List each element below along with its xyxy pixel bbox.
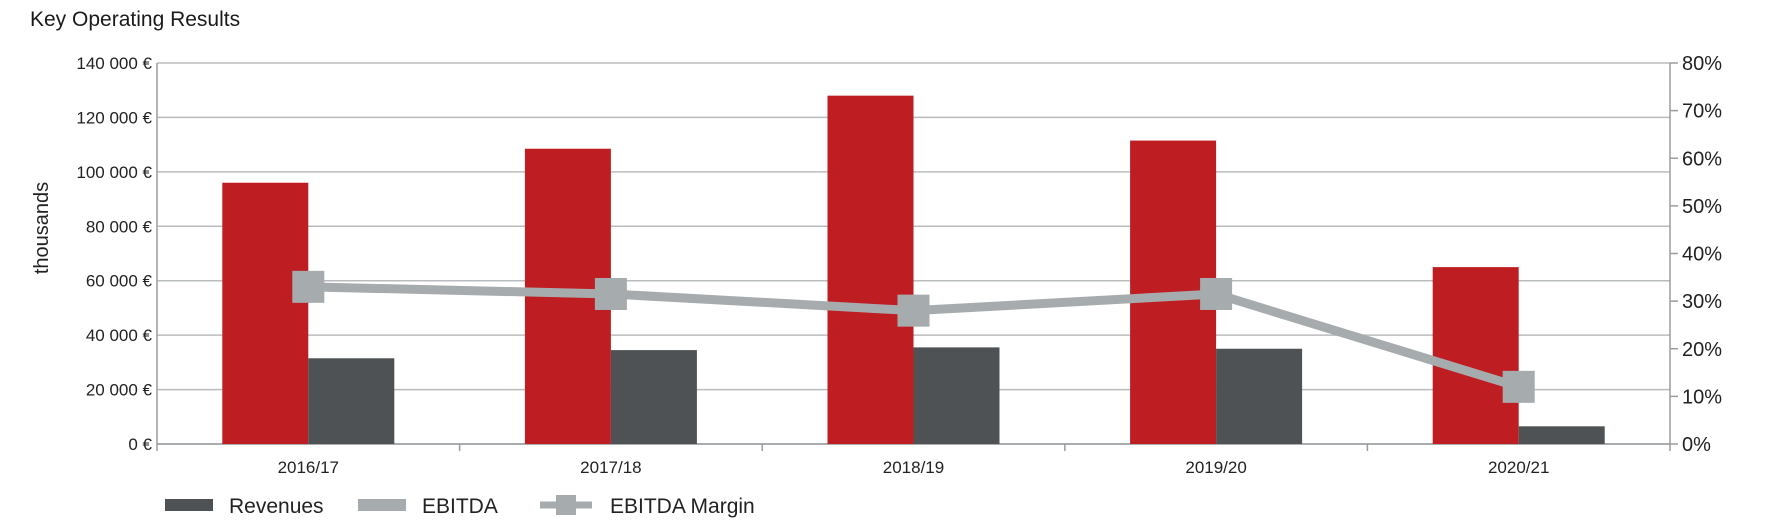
- y2-tick-label: 70%: [1682, 101, 1722, 123]
- legend-label: EBITDA Margin: [610, 495, 755, 518]
- y2-tick-label: 40%: [1682, 244, 1722, 266]
- bar-ebitda: [913, 347, 1000, 444]
- bar-series: [222, 95, 1605, 445]
- chart-title: Key Operating Results: [30, 8, 241, 31]
- y2-tick-label: 20%: [1682, 339, 1722, 361]
- x-tick-label: 2018/19: [883, 458, 944, 477]
- y2-tick-label: 60%: [1682, 148, 1722, 170]
- x-tick-label: 2019/20: [1185, 458, 1246, 477]
- x-axis-labels: 2016/17 2017/18 2018/19 2019/20 2020/21: [278, 458, 1550, 477]
- y2-axis-labels: 0% 10% 20% 30% 40% 50% 60% 70% 80%: [1682, 53, 1722, 456]
- y2-tick-label: 50%: [1682, 196, 1722, 218]
- y2-tick-label: 0%: [1682, 434, 1711, 456]
- legend-label: EBITDA: [422, 495, 498, 518]
- legend-swatch: [165, 499, 213, 511]
- y-axis-labels: 0 € 20 000 € 40 000 € 60 000 € 80 000 € 100 0…: [76, 54, 152, 454]
- bar-revenues: [222, 182, 309, 444]
- y-tick-label: 40 000 €: [86, 326, 153, 345]
- legend-swatch: [358, 499, 406, 511]
- y2-tick-label: 80%: [1682, 53, 1722, 75]
- y-tick-label: 120 000 €: [76, 108, 152, 127]
- x-tick-label: 2020/21: [1488, 458, 1549, 477]
- line-series: [292, 270, 1535, 403]
- legend-label: Revenues: [229, 495, 324, 518]
- y-axis-title: thousands: [31, 182, 53, 274]
- x-tick-label: 2016/17: [278, 458, 339, 477]
- ebitda-margin-marker: [897, 294, 930, 327]
- y-tick-label: 140 000 €: [76, 54, 152, 73]
- x-tick-label: 2017/18: [580, 458, 641, 477]
- y-tick-label: 80 000 €: [86, 217, 153, 236]
- ebitda-margin-marker: [292, 270, 325, 303]
- bar-ebitda: [308, 358, 395, 444]
- legend: Revenues EBITDA EBITDA Margin: [165, 495, 755, 518]
- y-tick-label: 100 000 €: [76, 163, 152, 182]
- bar-revenues: [827, 95, 914, 445]
- y-tick-label: 60 000 €: [86, 272, 153, 291]
- y-tick-label: 20 000 €: [86, 381, 153, 400]
- bar-ebitda: [1216, 348, 1303, 444]
- bar-ebitda: [1518, 426, 1605, 444]
- bar-revenues: [1432, 267, 1519, 444]
- y-tick-label: 0 €: [128, 435, 152, 454]
- ebitda-margin-marker: [594, 277, 627, 310]
- bar-ebitda: [610, 350, 697, 444]
- ebitda-margin-marker: [1200, 277, 1233, 310]
- y2-tick-label: 10%: [1682, 386, 1722, 408]
- ebitda-margin-marker: [1502, 370, 1535, 403]
- y2-tick-label: 30%: [1682, 291, 1722, 313]
- legend-marker: [556, 495, 576, 515]
